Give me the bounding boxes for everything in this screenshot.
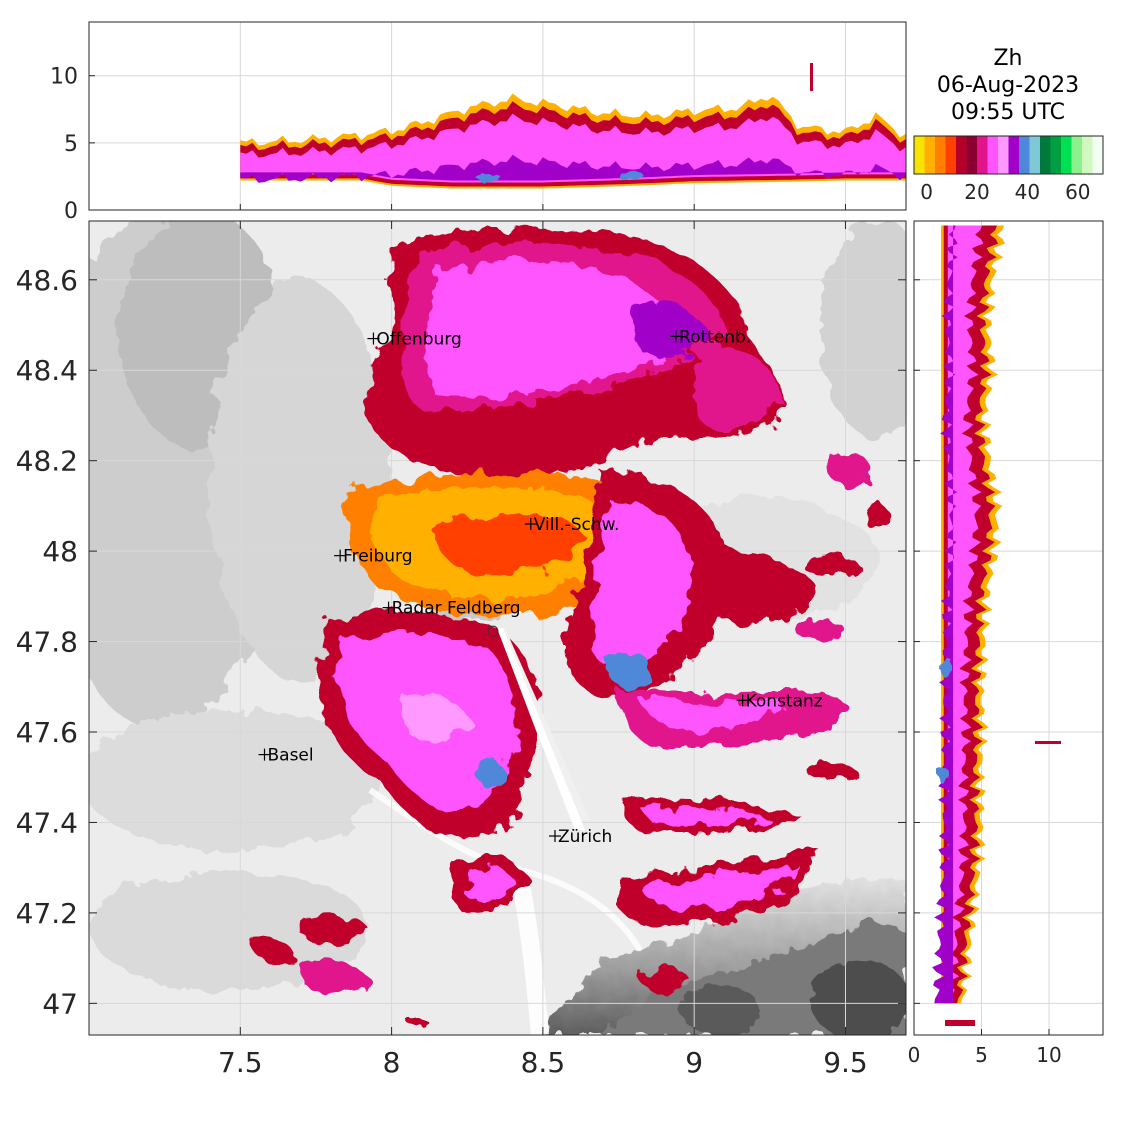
top-axis-ticks: 0 5 10 [50,65,846,224]
top-height-panel: 0 5 10 [50,21,907,224]
colorbar-date: 06-Aug-2023 [937,73,1079,98]
main-ytick-label: 47.2 [16,897,78,930]
colorbar-swatch [1008,136,1020,174]
top-ytick-label: 5 [64,132,78,157]
right-echo-inner [947,225,984,1004]
city-marker: Offenburg [367,330,462,350]
city-label: Vill.-Schw. [534,515,620,535]
colorbar-swatches [914,136,1104,174]
colorbar-swatch [998,136,1009,174]
radar-site-marker [487,625,499,637]
main-axis-ticks: 7.5 8 8.5 9 9.5 47 47.2 47.4 47.6 47.8 48 48.2 48.4 4… [16,221,906,1079]
main-ytick-label: 48.4 [16,354,78,387]
main-map-panel: Offenburg Rottenb. Vill.-Schw. Freiburg Rada… [16,220,907,1079]
colorbar-swatch [1092,136,1104,174]
main-xtick-label: 8.5 [521,1046,566,1079]
colorbar-swatch [1019,136,1030,174]
main-ytick-label: 48.6 [16,264,78,297]
colorbar-swatch [1061,136,1072,174]
colorbar-swatch [966,136,978,174]
colorbar-swatch [1071,136,1083,174]
main-ytick-label: 47.4 [16,806,78,839]
city-marker: Freiburg [334,547,413,567]
city-label: Radar Feldberg [392,599,521,619]
colorbar-tick-label: 60 [1065,180,1090,204]
colorbar-tick-label: 20 [964,180,989,204]
right-xtick-label: 10 [1036,1043,1061,1067]
main-ytick-label: 48.2 [16,445,78,478]
colorbar-swatch [1082,136,1093,174]
colorbar-tick-label: 40 [1015,180,1040,204]
city-labels: Offenburg Rottenb. Vill.-Schw. Freiburg Rada… [258,327,823,847]
colorbar-swatch [1040,136,1051,174]
main-ytick-label: 47 [42,987,78,1020]
main-ytick-label: 48 [42,535,78,568]
city-label: Offenburg [376,330,461,350]
colorbar-swatch [987,136,999,174]
city-marker: Basel [258,746,314,766]
colorbar-swatch [956,136,967,174]
right-xtick-label: 0 [908,1043,921,1067]
main-xtick-label: 7.5 [218,1046,263,1079]
city-label: Rottenb. [679,327,751,347]
top-ytick-label: 0 [64,199,78,224]
colorbar-swatch [914,136,925,174]
main-xtick-label: 9.5 [823,1046,868,1079]
top-ytick-label: 10 [50,65,78,90]
main-ytick-label: 47.8 [16,626,78,659]
city-label: Konstanz [746,691,823,711]
colorbar-swatch [1050,136,1062,174]
colorbar-tick-label: 0 [920,180,933,204]
reflectivity-echoes [250,228,890,1027]
main-ytick-label: 47.6 [16,716,78,749]
main-xtick-label: 8 [383,1046,401,1079]
city-label: Freiburg [343,547,412,567]
colorbar-variable: Zh [993,46,1022,71]
colorbar-swatch [924,136,936,174]
right-xtick-label: 5 [975,1043,988,1067]
city-label: Basel [268,746,314,766]
right-echo-core [932,225,958,1004]
city-marker: Vill.-Schw. [524,515,620,535]
top-echo-core [240,154,906,183]
city-marker: Rottenb. [670,327,751,347]
colorbar: Zh 06-Aug-2023 09:55 UTC 0 20 40 60 [913,46,1104,204]
colorbar-ticks: 0 20 40 60 [920,180,1090,204]
city-marker: Zürich [548,827,612,847]
right-axis-ticks: 0 5 10 [908,279,1062,1067]
city-marker: Konstanz [736,691,823,711]
colorbar-time: 09:55 UTC [951,100,1065,125]
colorbar-swatch [1029,136,1041,174]
colorbar-swatch [945,136,957,174]
main-xtick-label: 9 [685,1046,703,1079]
city-marker: Radar Feldberg [382,599,521,619]
colorbar-swatch [977,136,988,174]
colorbar-swatch [935,136,946,174]
right-height-panel: 0 5 10 [908,220,1104,1067]
city-label: Zürich [558,827,612,847]
